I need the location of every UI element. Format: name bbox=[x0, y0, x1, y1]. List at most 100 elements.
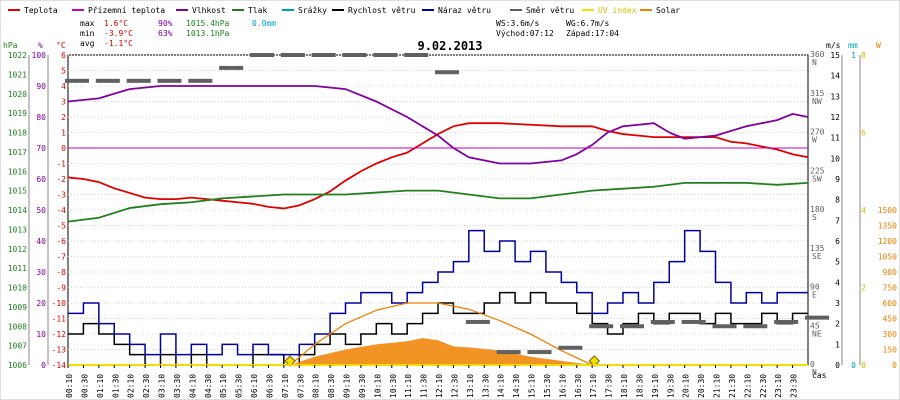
wind-speed-tick-label: 9 bbox=[835, 175, 840, 184]
wind-speed-tick-label: 14 bbox=[830, 72, 840, 81]
x-tick-label: 14:10 bbox=[497, 374, 506, 398]
wind-dir-tick-label: 225 bbox=[810, 166, 825, 175]
wind-dir-tick-label: 0 bbox=[810, 360, 815, 369]
legend-label: Přízemní teplota bbox=[88, 6, 165, 15]
x-tick-label: 22:10 bbox=[743, 374, 752, 398]
chart-date: 9.02.2013 bbox=[417, 39, 482, 53]
wind-dir-mark bbox=[681, 319, 706, 324]
wind-dir-compass-label: W bbox=[812, 136, 817, 145]
plot-area bbox=[65, 53, 829, 367]
temperature-tick-label: 1 bbox=[61, 129, 66, 138]
x-tick-label: 09:10 bbox=[343, 374, 352, 398]
x-tick-label: 08:10 bbox=[312, 374, 321, 398]
solar-tick-label: 0 bbox=[892, 361, 897, 370]
x-tick-label: 23:30 bbox=[790, 374, 799, 398]
x-tick-label: 12:30 bbox=[450, 374, 459, 398]
wind-speed-tick-label: 8 bbox=[835, 196, 840, 205]
temperature-tick-label: -5 bbox=[56, 222, 66, 231]
wind-dir-mark bbox=[805, 315, 829, 320]
humidity-line bbox=[67, 85, 809, 165]
x-tick-label: 17:10 bbox=[589, 374, 598, 398]
temperature-tick-label: 4 bbox=[61, 82, 66, 91]
unit-pct: % bbox=[38, 41, 43, 50]
wind-speed-tick-label: 13 bbox=[830, 92, 840, 101]
temperature-tick-label: 0 bbox=[61, 144, 66, 153]
solar-tick-label: 450 bbox=[883, 315, 898, 324]
x-tick-label: 18:30 bbox=[635, 374, 644, 398]
solar-tick-label: 150 bbox=[883, 346, 898, 355]
wind-speed-tick-label: 10 bbox=[830, 154, 840, 163]
wind-dir-mark bbox=[404, 53, 429, 57]
x-tick-label: 13:30 bbox=[481, 374, 490, 398]
humidity-tick-label: 70 bbox=[36, 144, 46, 153]
legend-label: Rychlost větru bbox=[348, 6, 416, 15]
uv-tick-label: 6 bbox=[861, 129, 866, 138]
wind-dir-mark bbox=[527, 350, 552, 355]
stats-avg-temp: -1.1°C bbox=[104, 39, 133, 48]
solar-tick-label: 900 bbox=[883, 268, 898, 277]
legend: Teplota Přízemní teplota Vlhkost Tlak Srážky… bbox=[8, 6, 680, 15]
temperature-tick-label: -11 bbox=[52, 315, 67, 324]
temperature-tick-label: -2 bbox=[56, 175, 66, 184]
wind-dir-mark bbox=[342, 53, 367, 57]
wind-dir-compass-label: SE bbox=[812, 252, 822, 261]
legend-label: UV index bbox=[598, 6, 637, 15]
wind-wg: WG:6.7m/s bbox=[566, 19, 610, 28]
wind-speed-tick-label: 12 bbox=[830, 113, 840, 122]
unit-time: čas bbox=[812, 370, 827, 380]
temperature-tick-label: -8 bbox=[56, 268, 66, 277]
pressure-tick-label: 1008 bbox=[8, 322, 27, 331]
solar-max-line bbox=[289, 302, 593, 366]
unit-degc: °C bbox=[56, 41, 66, 50]
stats-max-rain: 0.0mm bbox=[252, 19, 276, 28]
temperature-tick-label: -7 bbox=[56, 253, 66, 262]
pressure-tick-label: 1011 bbox=[8, 264, 27, 273]
uv-tick-label: 2 bbox=[861, 284, 866, 293]
unit-hpa: hPa bbox=[3, 41, 18, 50]
unit-ms: m/s bbox=[826, 41, 841, 50]
x-tick-label: 10:10 bbox=[373, 374, 382, 398]
x-tick-label: 05:30 bbox=[235, 374, 244, 398]
x-tick-label: 07:30 bbox=[296, 374, 305, 398]
legend-label: Solar bbox=[656, 6, 680, 15]
humidity-tick-label: 50 bbox=[36, 206, 46, 215]
x-tick-label: 15:30 bbox=[543, 374, 552, 398]
x-tick-label: 11:30 bbox=[420, 374, 429, 398]
pressure-tick-label: 1015 bbox=[8, 187, 27, 196]
stats-max-hum: 90% bbox=[158, 19, 173, 28]
wind-dir-tick-label: 135 bbox=[810, 244, 825, 253]
uv-tick-label: 0 bbox=[861, 361, 866, 370]
x-tick-label: 12:10 bbox=[435, 374, 444, 398]
x-tick-label: 16:30 bbox=[574, 374, 583, 398]
wind-dir-compass-label: NW bbox=[812, 97, 822, 106]
wind-dir-mark bbox=[558, 345, 583, 350]
humidity-tick-label: 30 bbox=[36, 268, 46, 277]
wind-dir-mark bbox=[650, 319, 675, 324]
pressure-tick-label: 1006 bbox=[8, 361, 27, 370]
temperature-tick-label: 5 bbox=[61, 67, 66, 76]
humidity-tick-label: 80 bbox=[36, 113, 46, 122]
wind-speed-tick-label: 2 bbox=[835, 320, 840, 329]
x-tick-label: 16:10 bbox=[558, 374, 567, 398]
stats-min-press: 1013.1hPa bbox=[186, 29, 230, 38]
x-tick-label: 03:10 bbox=[158, 374, 167, 398]
x-tick-label: 02:30 bbox=[142, 374, 151, 398]
sunrise-time: Východ:07:12 bbox=[496, 29, 554, 38]
x-tick-label: 01:10 bbox=[96, 374, 105, 398]
x-tick-label: 21:30 bbox=[728, 374, 737, 398]
wind-speed-tick-label: 11 bbox=[830, 134, 840, 143]
wind-dir-compass-label: SW bbox=[812, 174, 822, 183]
wind-dir-mark bbox=[250, 53, 274, 57]
humidity-tick-label: 90 bbox=[36, 82, 46, 91]
pressure-tick-label: 1007 bbox=[8, 342, 27, 351]
wind-dir-tick-label: 315 bbox=[810, 89, 825, 98]
wind-dir-mark bbox=[219, 65, 244, 70]
wind-speed-tick-label: 1 bbox=[835, 340, 840, 349]
x-tick-label: 21:10 bbox=[713, 374, 722, 398]
solar-tick-label: 600 bbox=[883, 299, 898, 308]
temperature-tick-label: -14 bbox=[52, 361, 67, 370]
x-tick-label: 04:10 bbox=[188, 374, 197, 398]
stats-max-label: max bbox=[80, 19, 95, 28]
x-tick-label: 08:30 bbox=[327, 374, 336, 398]
